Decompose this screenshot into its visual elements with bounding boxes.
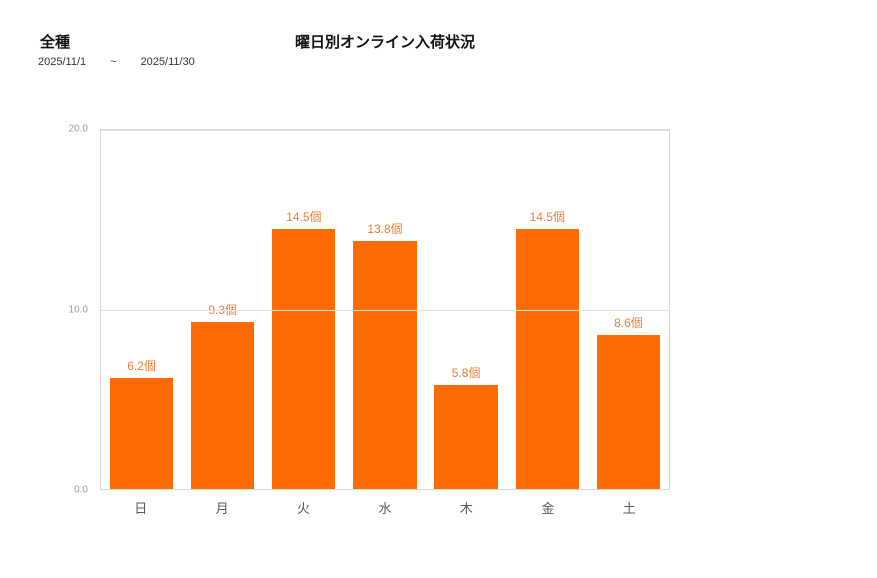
bar-group: 14.5個: [507, 130, 588, 489]
bar[interactable]: [109, 377, 174, 489]
bar-value-label: 6.2個: [127, 358, 156, 373]
bar[interactable]: [515, 228, 579, 489]
x-axis-label: 日: [134, 501, 148, 516]
bar-value-label: 8.6個: [614, 315, 643, 330]
plot-area: 6.2個 9.3個 14.5個 13.8個 5.8個 14.5個 8.6個: [100, 129, 670, 490]
x-axis-label: 水: [378, 501, 392, 516]
bar-group: 9.3個: [182, 130, 263, 489]
bar-value-label: 5.8個: [451, 365, 481, 380]
y-tick-label: 20.0: [68, 123, 88, 135]
gridline: [101, 130, 669, 131]
bar-value-label: 13.8個: [367, 222, 403, 237]
gridline: [101, 309, 669, 311]
y-axis: 0.0 10.0 20.0: [0, 124, 94, 496]
bar-value-label: 14.5個: [286, 209, 322, 224]
bar-group: 14.5個: [263, 130, 344, 489]
bar-group: 8.6個: [588, 130, 669, 489]
bar[interactable]: [434, 384, 498, 489]
chart-title: 曜日別オンライン入荷状況: [294, 34, 475, 51]
date-to: 2025/11/30: [140, 56, 195, 68]
bar[interactable]: [353, 241, 417, 489]
x-axis-label: 土: [622, 501, 636, 516]
x-axis-label: 木: [459, 501, 473, 516]
bar[interactable]: [272, 228, 336, 489]
bar-group: 13.8個: [344, 130, 425, 489]
x-axis-label: 金: [541, 501, 555, 516]
x-axis: 日月火水木金土: [100, 498, 670, 517]
date-range-separator: ~: [110, 56, 117, 68]
bar-group: 5.8個: [426, 130, 507, 489]
category-label: 全種: [40, 34, 71, 51]
bar-group: 6.2個: [101, 130, 182, 489]
bars-row: 6.2個 9.3個 14.5個 13.8個 5.8個 14.5個 8.6個: [101, 130, 669, 489]
date-range: 2025/11/1 ~ 2025/11/30: [38, 56, 195, 68]
x-axis-label: 火: [297, 501, 311, 516]
x-axis-label: 月: [215, 501, 229, 516]
bar[interactable]: [596, 334, 661, 489]
date-from: 2025/11/1: [38, 56, 87, 68]
y-tick-label: 0.0: [74, 484, 88, 496]
y-tick-label: 10.0: [68, 304, 88, 315]
bar-value-label: 14.5個: [529, 209, 565, 224]
bar[interactable]: [191, 322, 255, 489]
